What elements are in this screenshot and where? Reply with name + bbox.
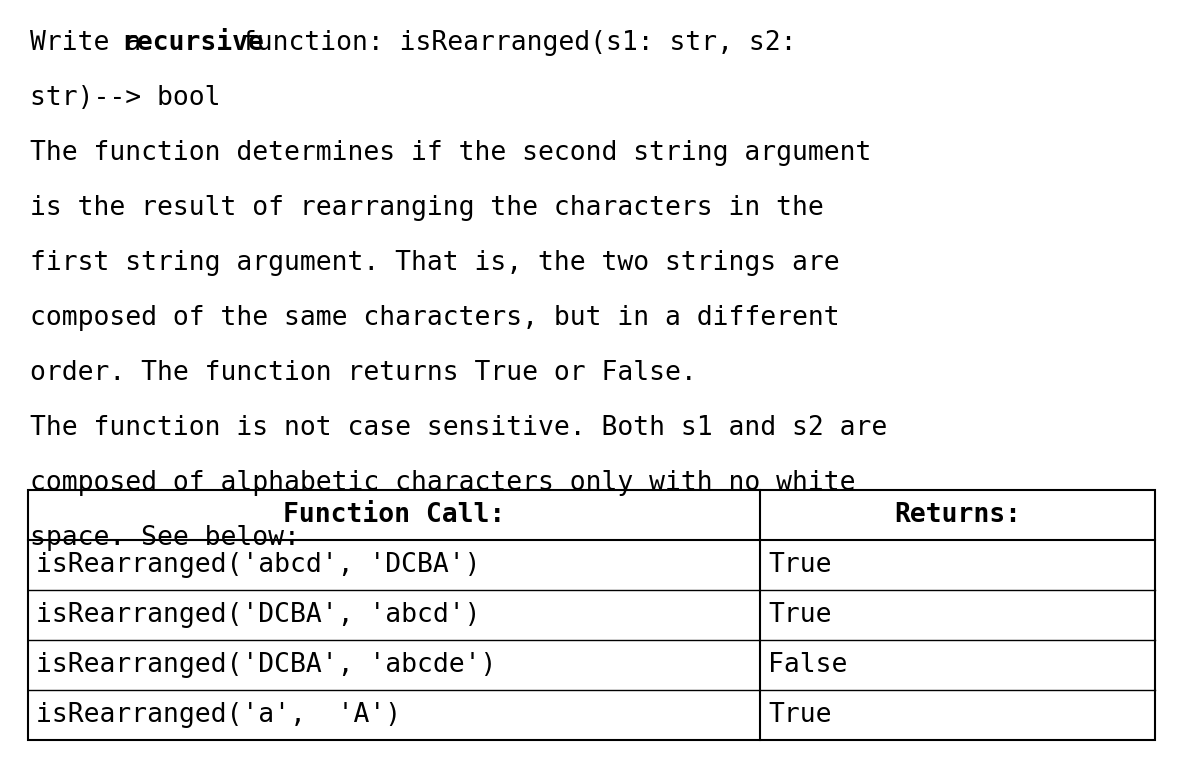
Text: function: isRearranged(s1: str, s2:: function: isRearranged(s1: str, s2: (224, 30, 796, 56)
Text: isRearranged('DCBA', 'abcd'): isRearranged('DCBA', 'abcd') (36, 602, 480, 628)
Text: isRearranged('abcd', 'DCBA'): isRearranged('abcd', 'DCBA') (36, 552, 480, 578)
Text: first string argument. That is, the two strings are: first string argument. That is, the two … (30, 250, 840, 276)
Bar (28, 490, 1154, 740)
Text: composed of the same characters, but in a different: composed of the same characters, but in … (30, 305, 840, 332)
Text: isRearranged('a',  'A'): isRearranged('a', 'A') (36, 702, 401, 728)
Text: order. The function returns True or False.: order. The function returns True or Fals… (30, 361, 697, 387)
Text: composed of alphabetic characters only with no white: composed of alphabetic characters only w… (30, 470, 856, 496)
Text: Returns:: Returns: (894, 502, 1021, 528)
Text: The function is not case sensitive. Both s1 and s2 are: The function is not case sensitive. Both… (30, 416, 887, 441)
Text: True: True (768, 552, 832, 578)
Text: is the result of rearranging the characters in the: is the result of rearranging the charact… (30, 196, 823, 221)
Text: str)--> bool: str)--> bool (30, 85, 221, 111)
Text: recursive: recursive (121, 30, 264, 56)
Text: Write a: Write a (30, 30, 157, 56)
Text: space. See below:: space. See below: (30, 525, 300, 552)
Text: isRearranged('DCBA', 'abcde'): isRearranged('DCBA', 'abcde') (36, 652, 497, 678)
Text: True: True (768, 702, 832, 728)
Text: False: False (768, 652, 847, 678)
Text: Function Call:: Function Call: (283, 502, 505, 528)
Text: The function determines if the second string argument: The function determines if the second st… (30, 141, 871, 167)
Text: True: True (768, 602, 832, 628)
